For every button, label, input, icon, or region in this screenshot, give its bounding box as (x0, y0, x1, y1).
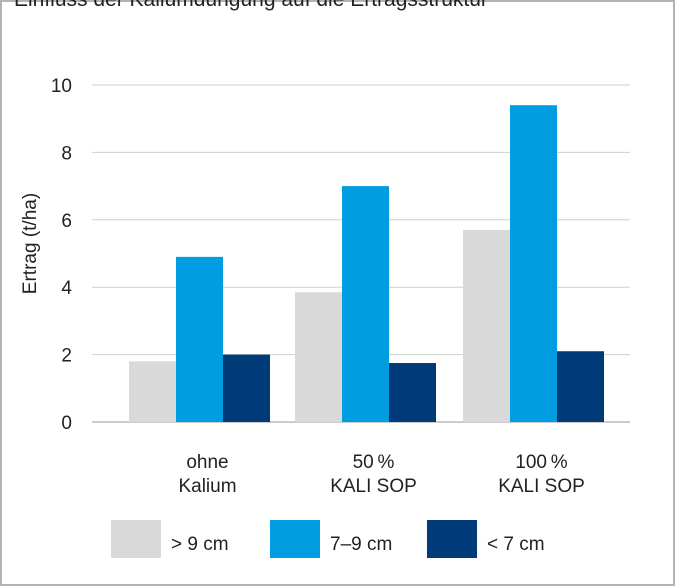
bar (129, 361, 176, 422)
y-axis-label: Ertrag (t/ha) (20, 193, 41, 294)
bar (223, 354, 270, 422)
y-tick-label: 6 (61, 211, 72, 232)
legend-label: < 7 cm (487, 534, 545, 555)
category-label: KALI SOP (330, 476, 417, 497)
category-label: ohne (186, 452, 228, 473)
category-label: 100 % (515, 452, 568, 473)
bar (295, 292, 342, 422)
legend: > 9 cm 7–9 cm < 7 cm (111, 520, 545, 558)
legend-swatch (111, 520, 161, 558)
legend-swatch (427, 520, 477, 558)
category-label: Kalium (178, 476, 236, 497)
category-labels: ohne Kalium 50 % KALI SOP 100 % KALI SOP (178, 452, 584, 497)
legend-label: 7–9 cm (330, 534, 392, 555)
bar (463, 229, 510, 422)
y-tick-labels: 0 2 4 6 8 10 (51, 76, 73, 434)
y-tick-label: 4 (61, 278, 72, 299)
category-label: 50 % (353, 452, 395, 473)
y-tick-label: 0 (61, 413, 72, 434)
y-tick-label: 10 (51, 76, 72, 97)
y-tick-label: 8 (61, 143, 72, 164)
legend-label: > 9 cm (171, 534, 229, 555)
legend-swatch (270, 520, 320, 558)
bar (510, 105, 557, 422)
bar (176, 256, 223, 422)
y-tick-label: 2 (61, 346, 72, 367)
bar (342, 186, 389, 422)
bar (389, 363, 436, 422)
bar (557, 351, 604, 422)
chart-caption: Einfluss der Kaliumdüngung auf die Ertra… (14, 0, 654, 12)
bars (129, 105, 604, 422)
category-label: KALI SOP (498, 476, 585, 497)
